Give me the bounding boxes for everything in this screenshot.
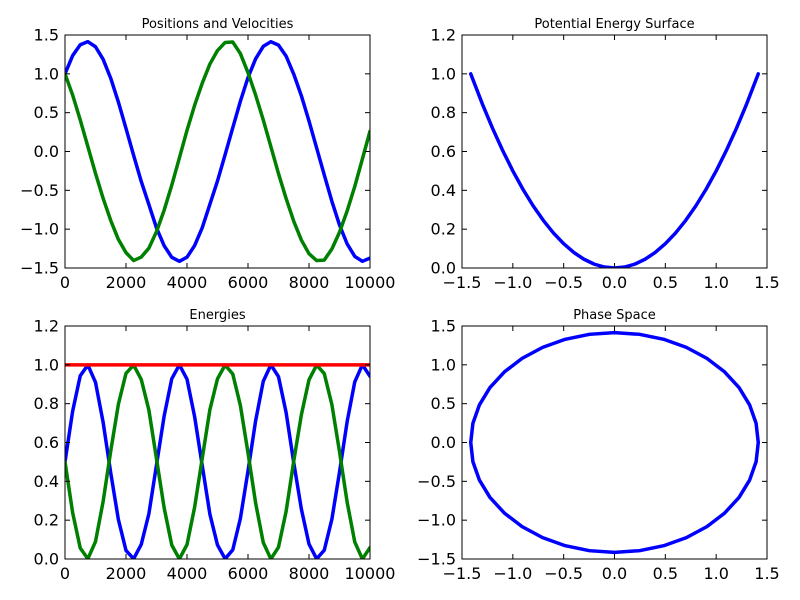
x-tick-label: 1.5: [754, 564, 779, 583]
y-tick-label: −1.5: [20, 259, 59, 278]
y-tick-label: 1.0: [34, 64, 59, 83]
y-tick-label: 0.8: [431, 103, 456, 122]
series-line-0: [468, 72, 761, 268]
x-tick-label: −1.5: [443, 273, 482, 292]
series-line-1: [65, 363, 370, 559]
subplot-title: Potential Energy Surface: [534, 17, 694, 32]
y-tick-label: 0.6: [34, 433, 59, 452]
y-tick-label: −1.0: [20, 220, 59, 239]
x-tick-label: 1.5: [754, 273, 779, 292]
x-tick-label: 10000: [345, 564, 396, 583]
x-tick-label: 6000: [228, 564, 269, 583]
x-tick-label: 8000: [289, 564, 330, 583]
y-tick-label: −0.5: [20, 181, 59, 200]
x-tick-label: −0.5: [544, 273, 583, 292]
y-tick-label: −1.0: [417, 511, 456, 530]
x-tick-label: −1.0: [493, 273, 532, 292]
x-tick-label: 0.5: [653, 273, 678, 292]
series-line-0: [65, 39, 370, 264]
y-tick-label: 0.0: [431, 433, 456, 452]
y-tick-label: 0.4: [34, 472, 59, 491]
y-tick-label: 0.2: [34, 511, 59, 530]
y-tick-label: 1.0: [431, 64, 456, 83]
subplot-positions-velocities: Positions and Velocities 0 2000 4000 6000 80…: [20, 17, 395, 292]
y-tick-label: 0.5: [431, 394, 456, 413]
subplot-potential-energy-surface: Potential Energy Surface −1.5 −1.0 −0.5 0.0…: [431, 17, 780, 292]
y-tick-label: 0.0: [431, 259, 456, 278]
axes-frame: [64, 34, 371, 269]
series-line-0: [65, 363, 370, 559]
y-tick-label: 0.0: [34, 550, 59, 569]
subplot-title: Phase Space: [573, 308, 656, 323]
x-tick-label: 4000: [167, 273, 208, 292]
x-tick-label: 0.5: [653, 564, 678, 583]
x-tick-label: 2000: [106, 564, 147, 583]
y-tick-label: 0.6: [431, 142, 456, 161]
x-tick-label: 0.0: [602, 273, 627, 292]
x-tick-label: 1.0: [703, 564, 728, 583]
subplot-phase-space: Phase Space −1.5 −1.0 −0.5 0.0 0.5 1.0 1.5 −1.5…: [417, 308, 780, 583]
axes-frame: [461, 34, 768, 269]
x-tick-label: 4000: [167, 564, 208, 583]
x-tick-label: 6000: [228, 273, 269, 292]
series-line-0: [468, 330, 761, 555]
y-tick-label: −1.5: [417, 550, 456, 569]
x-tick-label: 1.0: [703, 273, 728, 292]
x-tick-label: −1.0: [493, 564, 532, 583]
x-tick-label: 10000: [345, 273, 396, 292]
x-tick-label: 0.0: [602, 564, 627, 583]
series-line-1: [65, 40, 370, 263]
y-tick-label: 1.0: [431, 355, 456, 374]
y-tick-label: 1.5: [34, 26, 59, 45]
x-tick-label: −0.5: [544, 564, 583, 583]
x-tick-label: 0: [60, 564, 70, 583]
y-tick-label: 0.4: [431, 181, 456, 200]
subplot-title: Energies: [189, 308, 245, 323]
y-tick-label: 1.0: [34, 355, 59, 374]
y-tick-label: −0.5: [417, 472, 456, 491]
subplot-energies: Energies 0 2000 4000 6000 8000 10000 0.0 0.2 0.4…: [34, 308, 396, 583]
y-tick-label: 0.2: [431, 220, 456, 239]
x-tick-label: 8000: [289, 273, 330, 292]
y-tick-label: 1.2: [431, 26, 456, 45]
x-tick-label: −1.5: [443, 564, 482, 583]
y-tick-label: 1.2: [34, 317, 59, 336]
x-tick-label: 2000: [106, 273, 147, 292]
axes-frame: [461, 325, 768, 560]
x-tick-label: 0: [60, 273, 70, 292]
subplot-title: Positions and Velocities: [142, 17, 294, 32]
y-tick-label: 0.0: [34, 142, 59, 161]
y-tick-label: 0.8: [34, 394, 59, 413]
y-tick-label: 0.5: [34, 103, 59, 122]
y-tick-label: 1.5: [431, 317, 456, 336]
